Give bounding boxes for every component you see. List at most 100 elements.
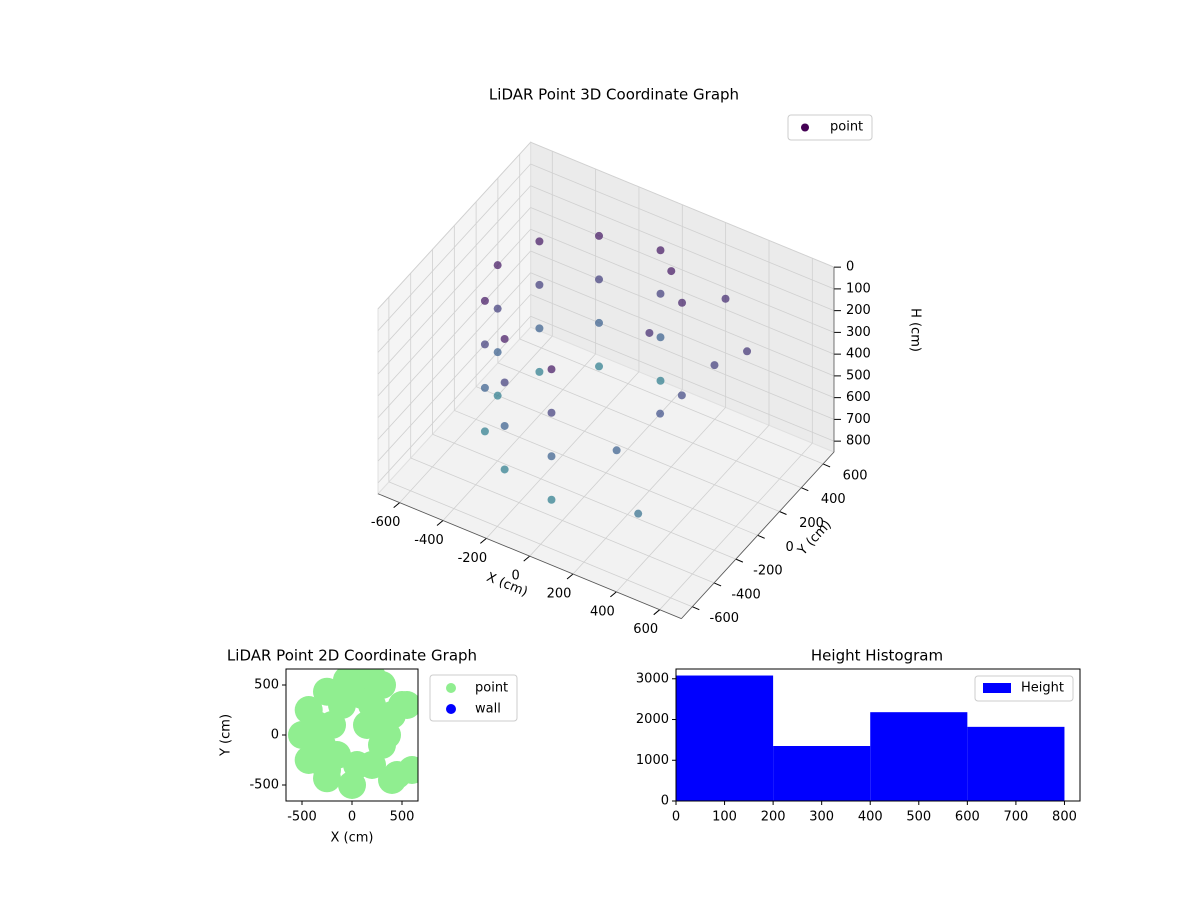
legend-box <box>429 674 518 722</box>
grid-line <box>530 207 835 333</box>
point <box>547 365 556 374</box>
bar <box>773 746 871 801</box>
y-tick-label: 2000 <box>636 712 669 727</box>
point <box>493 348 502 357</box>
grid-line <box>377 294 531 462</box>
z-tick-label: 600 <box>846 390 871 405</box>
chart-title: LiDAR Point 2D Coordinate Graph <box>227 647 477 665</box>
legend-label: point <box>830 120 863 135</box>
point <box>480 296 489 305</box>
point <box>480 340 489 349</box>
y-tick <box>757 534 765 539</box>
x-tick-label: -200 <box>458 551 488 566</box>
point <box>358 669 386 691</box>
x-tick <box>480 537 487 544</box>
plot-2d: point wall -500 0 500 -500 0 500 <box>249 668 518 825</box>
x-tick-label: 300 <box>809 810 834 825</box>
point <box>667 267 676 276</box>
z-tick-label: 700 <box>846 412 871 427</box>
point <box>500 378 509 387</box>
x-tick-label: 0 <box>512 569 520 584</box>
point <box>313 756 341 784</box>
points <box>288 669 418 799</box>
y-tick <box>822 463 831 468</box>
z-tick-label: 200 <box>846 303 871 318</box>
point <box>493 304 502 313</box>
point <box>500 465 509 474</box>
y-tick-label: -600 <box>710 611 740 626</box>
grid-line <box>377 228 531 397</box>
grid-line <box>530 163 835 290</box>
z-tick-label: 400 <box>846 347 871 362</box>
y-tick-label: 0 <box>661 794 669 809</box>
point <box>743 347 752 356</box>
chart-title: LiDAR Point 3D Coordinate Graph <box>489 86 739 104</box>
point <box>373 721 401 749</box>
grid-line <box>432 433 737 560</box>
z-axis-label: H (cm) <box>908 308 923 352</box>
y-tick-label: -200 <box>753 564 783 579</box>
legend-marker <box>446 683 456 693</box>
x-tick <box>653 609 661 616</box>
x-tick-label: 0 <box>348 810 356 825</box>
point <box>535 237 544 246</box>
point <box>634 509 643 518</box>
grid-line <box>530 250 835 377</box>
x-tick-label: 400 <box>858 810 883 825</box>
x-tick-label: 500 <box>390 810 415 825</box>
point <box>535 367 544 376</box>
y-tick-label: 0 <box>271 728 279 743</box>
grid-line <box>377 141 531 310</box>
legend-marker <box>801 123 809 132</box>
grid-line <box>530 315 835 442</box>
point <box>480 383 489 392</box>
x-tick <box>393 502 401 509</box>
y-tick <box>692 606 700 611</box>
legend-label: point <box>475 681 508 696</box>
point <box>721 294 730 303</box>
bar <box>967 726 1065 801</box>
point <box>535 324 544 333</box>
point <box>333 669 361 694</box>
point <box>677 391 686 400</box>
y-axis-label: Y (cm) <box>219 714 234 757</box>
z-tick-label: 500 <box>846 368 871 383</box>
point <box>493 391 502 400</box>
x-tick <box>436 520 444 526</box>
y-tick <box>801 487 809 492</box>
point <box>493 261 502 270</box>
point <box>595 231 604 240</box>
grid-line <box>519 338 824 465</box>
z-tick-label: 0 <box>846 260 854 275</box>
point <box>547 408 556 417</box>
grid-line <box>530 185 835 312</box>
x-tick <box>566 573 574 580</box>
point <box>393 691 418 719</box>
grid-line <box>388 481 693 608</box>
point <box>656 376 665 385</box>
point <box>678 298 687 307</box>
point <box>595 318 604 327</box>
grid-line <box>377 493 682 619</box>
legend-marker <box>983 683 1011 693</box>
point <box>656 289 665 298</box>
point <box>656 333 665 342</box>
grid-line <box>530 294 835 420</box>
x-tick <box>523 555 531 562</box>
grid-line <box>530 272 835 399</box>
point <box>535 280 544 289</box>
bar <box>676 675 774 801</box>
z-tick-label: 800 <box>846 434 871 449</box>
x-tick-label: 0 <box>672 810 680 825</box>
grid-line <box>475 386 780 512</box>
point <box>547 495 556 504</box>
plot-3d: -600-400-2000200400600-600-400-200020040… <box>371 114 873 637</box>
x-tick-label: -600 <box>371 515 401 530</box>
y-tick <box>735 558 744 563</box>
x-axis-label: X (cm) <box>484 570 529 600</box>
grid-line <box>497 362 802 489</box>
legend-box <box>974 675 1074 702</box>
plot-histogram: 0 100 200 300 400 500 600 700 800 0 1000 2000 3000 He… <box>636 668 1081 825</box>
y-tick-label: 500 <box>254 678 279 693</box>
